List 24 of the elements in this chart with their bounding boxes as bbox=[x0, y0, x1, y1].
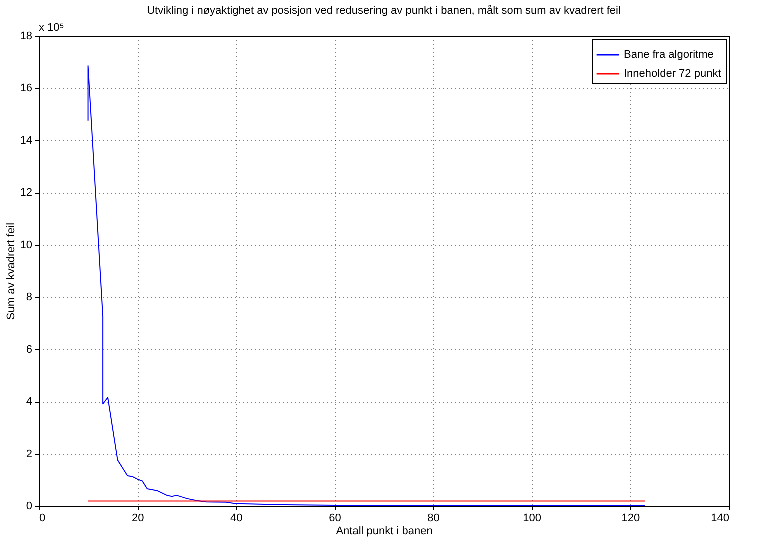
x-tick-label: 0 bbox=[40, 512, 46, 524]
x-tick-label: 100 bbox=[523, 512, 542, 524]
y-tick-label: 16 bbox=[20, 82, 32, 95]
x-tick-label: 80 bbox=[428, 512, 440, 524]
chart-title: Utvikling i nøyaktighet av posisjon ved redusering av punkt i banen, målt som sum av kvadrert feil bbox=[147, 5, 621, 17]
y-tick-label: 6 bbox=[26, 344, 32, 356]
x-tick-label: 20 bbox=[132, 512, 144, 524]
y-tick-label: 4 bbox=[26, 396, 32, 408]
y-tick-label: 2 bbox=[26, 448, 32, 460]
y-tick-label: 8 bbox=[26, 292, 32, 304]
legend-label: Inneholder 72 punkt bbox=[624, 68, 722, 80]
text: x 10⁵ bbox=[39, 22, 64, 34]
y-tick-label: 0 bbox=[26, 500, 32, 512]
x-tick-label: 60 bbox=[329, 512, 342, 524]
y-axis-title: Sum av kvadrert feil bbox=[5, 222, 18, 320]
y-tick-label: 10 bbox=[20, 239, 32, 252]
y-tick-label: 14 bbox=[20, 134, 32, 147]
x-tick-label: 140 bbox=[711, 512, 730, 524]
y-tick-label: 18 bbox=[20, 30, 32, 42]
x-tick-label: 120 bbox=[622, 512, 640, 524]
x-tick-label: 40 bbox=[230, 512, 243, 524]
legend-label: Bane fra algoritme bbox=[624, 49, 714, 61]
y-tick-label: 12 bbox=[20, 187, 32, 200]
x-axis-title: Antall punkt i banen bbox=[336, 526, 433, 538]
